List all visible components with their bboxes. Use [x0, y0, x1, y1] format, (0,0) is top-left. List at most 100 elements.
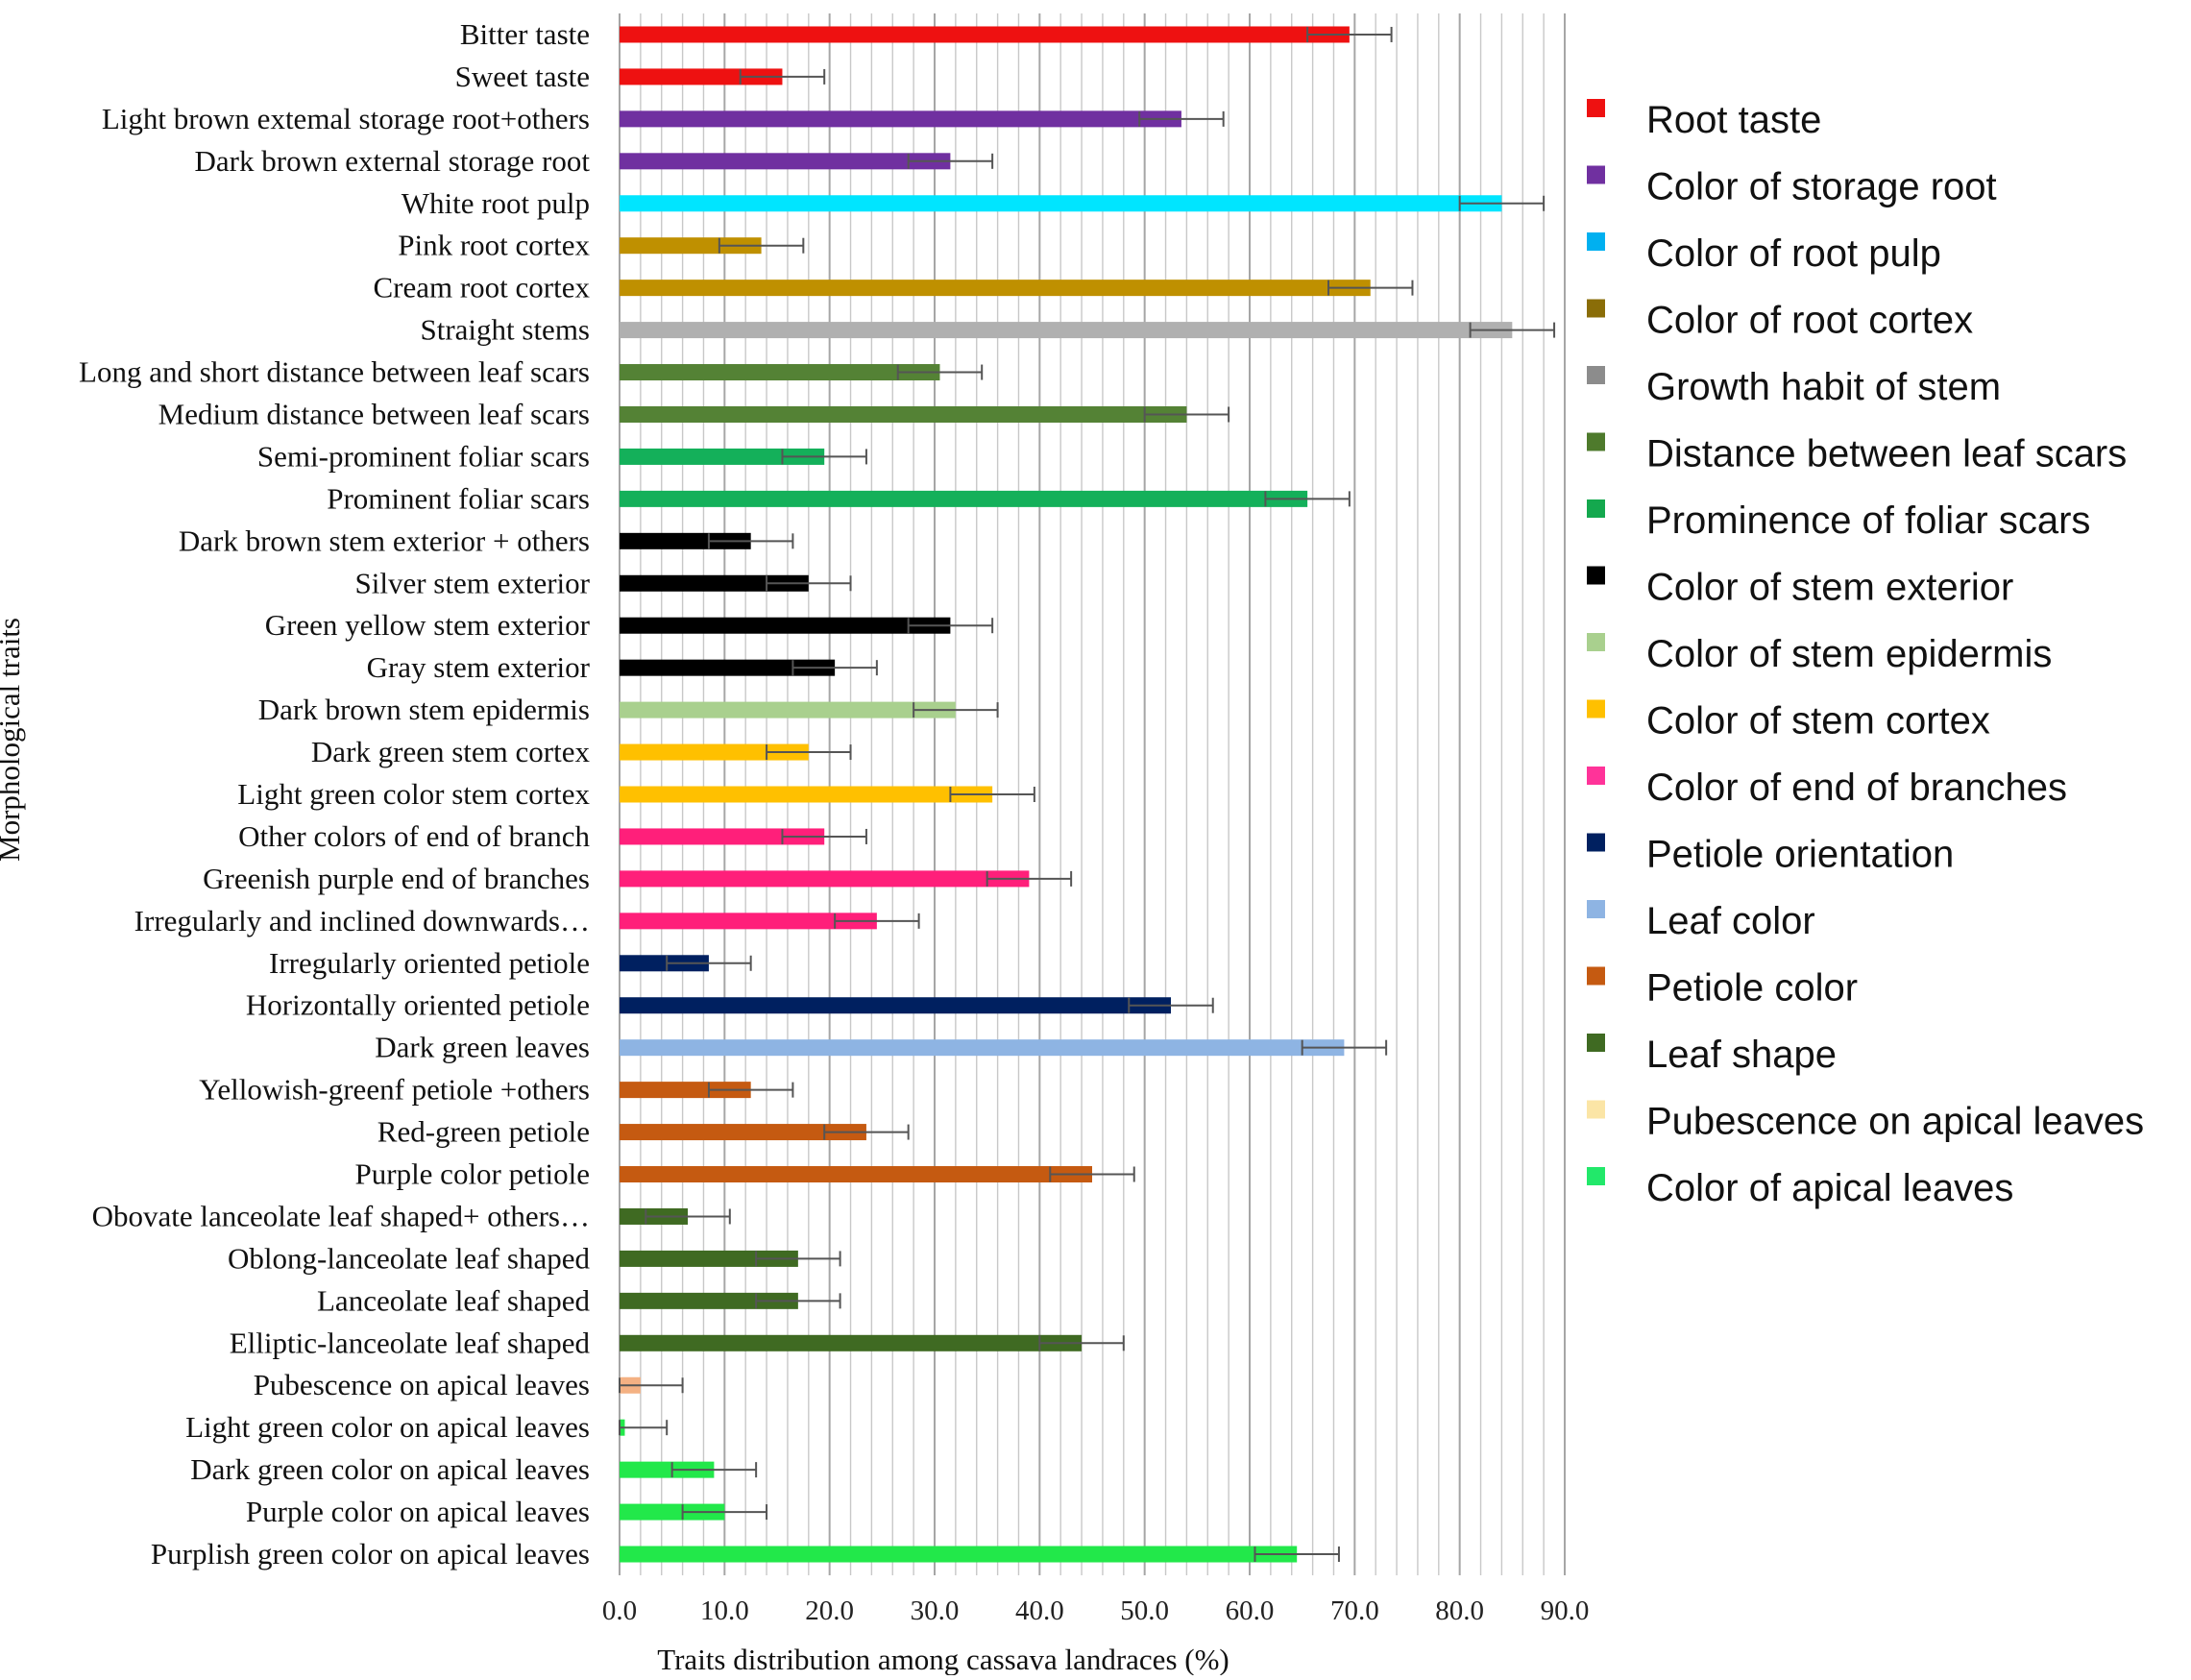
legend-label: Petiole color — [1646, 967, 1858, 1010]
category-label: Light brown extemal storage root+others — [102, 102, 590, 135]
legend-swatch — [1587, 767, 1605, 785]
x-tick-label: 60.0 — [1226, 1595, 1275, 1626]
x-tick-label: 0.0 — [602, 1595, 637, 1626]
category-label: Purple color on apical leaves — [246, 1495, 590, 1528]
x-tick-label: 40.0 — [1015, 1595, 1064, 1626]
bar — [620, 280, 1371, 297]
category-label: Cream root cortex — [373, 271, 590, 304]
bars — [619, 26, 1556, 1563]
legend-swatch — [1587, 1167, 1605, 1185]
category-label: White root pulp — [402, 186, 590, 220]
x-tick-label: 70.0 — [1330, 1595, 1379, 1626]
bar — [620, 322, 1513, 339]
x-tick-label: 20.0 — [805, 1595, 854, 1626]
x-tick-labels: 0.0 10.0 20.0 30.0 40.0 50.0 60.0 70.0 80.0 90.0 — [602, 1595, 1590, 1626]
bar — [620, 405, 1187, 423]
category-label: Bitter taste — [460, 17, 590, 51]
category-label: Yellowish-greenf petiole +others — [199, 1073, 590, 1107]
bar — [620, 1546, 1298, 1563]
category-label: Dark brown stem exterior + others — [179, 523, 590, 557]
x-tick-label: 90.0 — [1541, 1595, 1590, 1626]
category-label: Red-green petiole — [377, 1115, 590, 1149]
legend: Root taste Color of storage root Color of … — [1587, 99, 2144, 1209]
category-label: Dark green stem cortex — [311, 735, 591, 768]
category-label: Light green color on apical leaves — [185, 1410, 590, 1444]
legend-swatch — [1587, 900, 1605, 918]
category-label: Sweet taste — [455, 60, 590, 93]
legend-label: Color of stem cortex — [1646, 700, 1990, 743]
bar — [620, 68, 783, 85]
category-label: Dark brown external storage root — [195, 144, 591, 178]
bar — [620, 237, 762, 255]
bar — [620, 1250, 798, 1267]
x-tick-label: 10.0 — [700, 1595, 749, 1626]
category-label: Other colors of end of branch — [238, 819, 590, 853]
bar — [620, 913, 877, 930]
category-label: Pubescence on apical leaves — [254, 1368, 590, 1401]
category-label: Medium distance between leaf scars — [158, 397, 590, 430]
category-label: Dark green leaves — [375, 1031, 590, 1064]
legend-label: Prominence of foliar scars — [1646, 499, 2090, 542]
legend-swatch — [1587, 232, 1605, 251]
category-label: Lanceolate leaf shaped — [317, 1283, 590, 1317]
x-tick-label: 80.0 — [1435, 1595, 1484, 1626]
category-label: Dark green color on apical leaves — [190, 1452, 590, 1486]
category-label: Dark brown stem epidermis — [258, 693, 590, 726]
legend-swatch — [1587, 833, 1605, 852]
category-label: Silver stem exterior — [355, 566, 591, 599]
legend-label: Color of stem epidermis — [1646, 633, 2052, 675]
bar — [620, 1124, 866, 1141]
x-tick-label: 30.0 — [911, 1595, 960, 1626]
legend-swatch — [1587, 432, 1605, 451]
bar — [620, 1082, 751, 1099]
category-label: Irregularly and inclined downwards… — [134, 904, 590, 937]
x-axis-title: Traits distribution among cassava landra… — [657, 1643, 1229, 1675]
legend-swatch — [1587, 633, 1605, 651]
legend-swatch — [1587, 699, 1605, 718]
category-label: Greenish purple end of branches — [203, 862, 590, 895]
bar — [620, 574, 809, 592]
legend-label: Leaf color — [1646, 900, 1815, 942]
legend-label: Color of stem exterior — [1646, 567, 2013, 609]
bar — [620, 1166, 1092, 1183]
bar — [620, 955, 709, 972]
legend-label: Petiole orientation — [1646, 834, 1954, 876]
legend-label: Color of end of branches — [1646, 767, 2067, 809]
bar — [620, 997, 1171, 1014]
category-label: Obovate lanceolate leaf shaped+ others… — [92, 1199, 590, 1232]
bar — [620, 1334, 1083, 1351]
bar — [620, 1039, 1345, 1057]
legend-label: Color of root pulp — [1646, 232, 1941, 275]
legend-label: Pubescence on apical leaves — [1646, 1101, 2144, 1143]
category-label: Green yellow stem exterior — [265, 608, 591, 642]
legend-label: Root taste — [1646, 99, 1821, 141]
legend-swatch — [1587, 566, 1605, 585]
legend-swatch — [1587, 165, 1605, 184]
legend-swatch — [1587, 299, 1605, 318]
legend-label: Leaf shape — [1646, 1034, 1837, 1076]
bar — [620, 364, 940, 381]
bar — [620, 870, 1030, 888]
legend-label: Color of storage root — [1646, 166, 1997, 208]
bar — [620, 110, 1181, 128]
category-label: Purple color petiole — [355, 1157, 591, 1191]
legend-label: Growth habit of stem — [1646, 366, 2001, 408]
bar — [620, 195, 1502, 212]
legend-swatch — [1587, 1100, 1605, 1119]
category-label: Long and short distance between leaf sca… — [79, 355, 590, 389]
bar — [620, 743, 809, 761]
x-tick-label: 50.0 — [1120, 1595, 1169, 1626]
category-label: Semi-prominent foliar scars — [257, 439, 590, 473]
legend-swatch — [1587, 1034, 1605, 1052]
bar — [620, 153, 951, 170]
category-label: Purplish green color on apical leaves — [151, 1537, 590, 1570]
category-labels: Bitter taste Sweet taste Light brown extem… — [79, 17, 591, 1570]
bar — [620, 448, 825, 465]
bar — [620, 26, 1350, 43]
category-label: Horizontally oriented petiole — [246, 988, 590, 1022]
bar — [620, 1503, 725, 1521]
legend-swatch — [1587, 499, 1605, 518]
legend-label: Color of root cortex — [1646, 300, 1973, 342]
bar — [620, 828, 825, 845]
